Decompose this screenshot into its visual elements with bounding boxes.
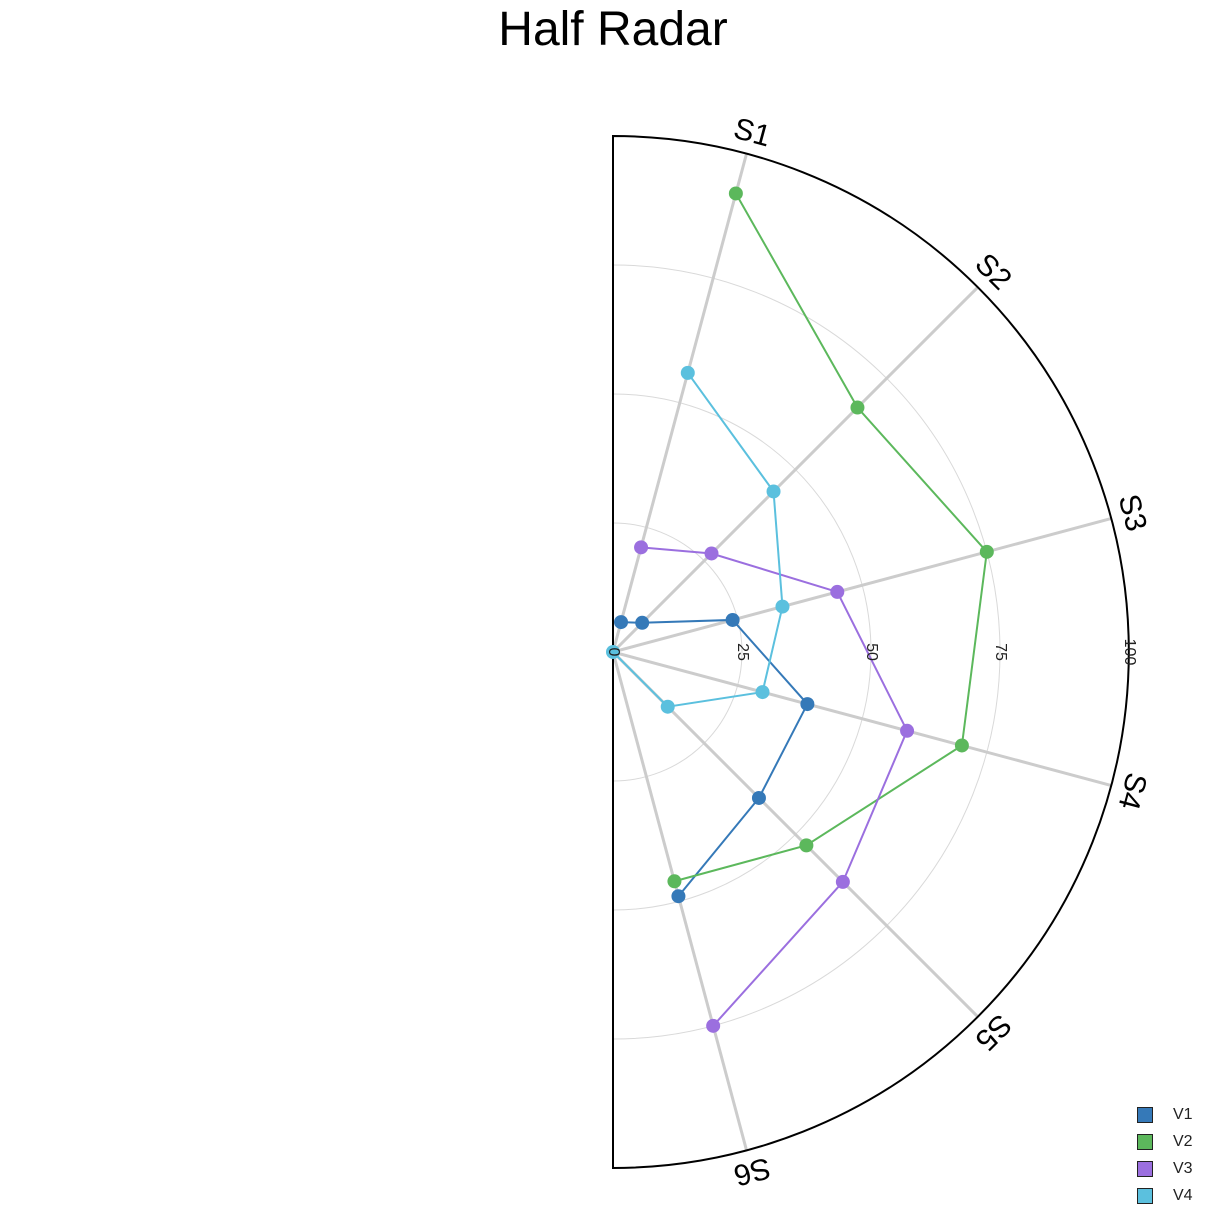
data-point-v3-s4 [900,723,915,738]
data-point-v3-s5 [835,874,850,889]
radial-tick-label: 0 [605,648,622,657]
radial-tick-label: 75 [992,643,1009,661]
data-point-v3-s2 [704,546,719,561]
legend-swatch [1137,1106,1153,1123]
data-point-v2-s5 [799,838,814,853]
data-point-v1-s5 [751,790,766,805]
grid-arc [612,264,1001,1040]
legend-label: V4 [1173,1186,1193,1204]
legend-swatch [1137,1160,1153,1177]
legend-label: V1 [1173,1105,1193,1123]
series-line-v4 [612,372,784,708]
legend-item-v4: V4 [1137,1182,1193,1209]
series-layer [606,186,994,1033]
legend-item-v3: V3 [1137,1155,1193,1182]
radial-tick-label: 100 [1121,639,1138,666]
data-point-v4-s6 [606,645,620,659]
grid-layer [611,134,1130,1170]
data-point-v2-s6 [667,874,682,889]
outer-boundary [612,134,1130,1170]
grid-arc [612,393,872,911]
radial-tick-label: 25 [734,643,751,661]
chart-title: Half Radar [498,3,728,56]
legend-swatch [1137,1187,1153,1204]
data-point-v4-s4 [755,685,770,700]
data-point-v2-s1 [728,186,743,201]
series-line-v2 [674,192,988,883]
legend-item-v2: V2 [1137,1128,1193,1155]
legend-swatch [1137,1133,1153,1150]
axis-spoke-s3 [612,517,1112,654]
axis-spoke-s2 [611,286,979,654]
category-label-s1: S1 [730,112,774,153]
data-point-v1-s3 [725,612,740,627]
data-point-v1-s4 [800,697,815,712]
axis-spoke-s1 [611,153,748,653]
category-label-s3: S3 [1112,491,1153,535]
data-point-v1-s2 [635,615,650,630]
data-point-v2-s3 [979,544,994,559]
legend-label: V3 [1173,1159,1193,1177]
grid-arc [612,522,743,782]
axis-spoke-s4 [612,650,1112,787]
data-point-v4-s5 [660,699,675,714]
series-line-v3 [640,546,909,1027]
data-point-v2-s2 [850,400,865,415]
data-point-v3-s6 [706,1018,721,1033]
legend: V1 V2 V3 V4 [1137,1101,1193,1209]
data-point-v4-s3 [775,599,790,614]
data-point-v4-s1 [680,365,695,380]
data-point-v3-s1 [634,540,649,555]
axis-spoke-s5 [611,650,979,1018]
data-point-v3-s3 [830,584,845,599]
radial-tick-label: 50 [863,643,880,661]
category-label-s6: S6 [730,1151,774,1192]
data-point-v1-s1 [614,615,629,630]
legend-item-v1: V1 [1137,1101,1193,1128]
data-point-v2-s4 [954,738,969,753]
legend-label: V2 [1173,1132,1193,1150]
category-label-s4: S4 [1112,769,1153,813]
data-point-v1-s6 [671,889,686,904]
data-point-v4-s2 [766,484,781,499]
